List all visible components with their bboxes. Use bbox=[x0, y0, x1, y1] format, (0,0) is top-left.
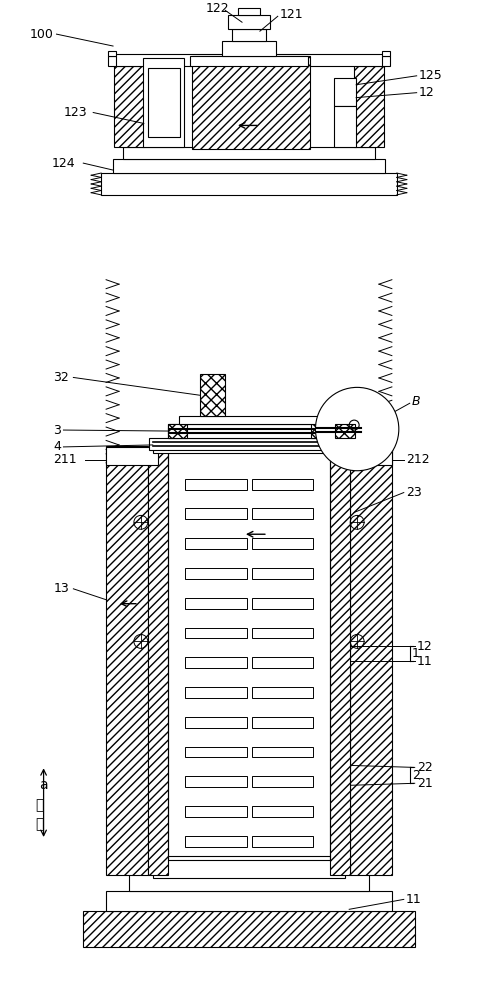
Bar bbox=[168, 424, 330, 438]
Bar bbox=[101, 173, 397, 195]
Bar bbox=[186, 717, 247, 728]
Text: 4: 4 bbox=[53, 440, 61, 453]
Bar bbox=[335, 424, 355, 438]
Bar bbox=[168, 448, 330, 860]
Bar bbox=[252, 717, 313, 728]
Text: 125: 125 bbox=[419, 69, 443, 82]
Bar bbox=[153, 856, 345, 878]
Bar bbox=[186, 568, 247, 579]
Bar bbox=[129, 874, 369, 891]
Bar bbox=[191, 56, 307, 66]
Bar bbox=[252, 747, 313, 757]
Bar bbox=[186, 776, 247, 787]
Bar bbox=[108, 51, 116, 56]
Bar bbox=[252, 598, 313, 609]
Bar bbox=[252, 687, 313, 698]
Circle shape bbox=[315, 387, 399, 471]
Text: 3: 3 bbox=[53, 424, 61, 437]
Text: 211: 211 bbox=[53, 453, 77, 466]
Bar bbox=[252, 538, 313, 549]
Bar bbox=[149, 438, 349, 450]
Text: 11: 11 bbox=[417, 655, 433, 668]
Bar bbox=[334, 106, 356, 147]
Text: 23: 23 bbox=[406, 486, 422, 499]
Text: 1: 1 bbox=[412, 647, 420, 660]
Bar bbox=[186, 508, 247, 519]
Bar bbox=[330, 448, 350, 875]
Bar bbox=[186, 747, 247, 757]
Bar bbox=[232, 29, 266, 41]
Bar bbox=[148, 448, 168, 875]
Bar bbox=[186, 657, 247, 668]
Bar bbox=[252, 568, 313, 579]
Bar bbox=[153, 443, 345, 453]
Bar bbox=[114, 66, 144, 147]
Bar bbox=[252, 776, 313, 787]
Bar bbox=[186, 836, 247, 847]
Bar bbox=[200, 374, 225, 416]
Text: 100: 100 bbox=[30, 28, 53, 41]
Bar bbox=[113, 54, 385, 66]
Text: 12: 12 bbox=[419, 86, 435, 99]
Bar bbox=[186, 628, 247, 638]
Text: 121: 121 bbox=[280, 8, 303, 21]
Bar bbox=[106, 446, 148, 875]
Bar bbox=[354, 66, 384, 147]
Text: 212: 212 bbox=[406, 453, 429, 466]
Bar bbox=[186, 598, 247, 609]
Bar bbox=[340, 447, 392, 465]
Bar bbox=[252, 806, 313, 817]
Bar bbox=[106, 447, 158, 465]
Bar bbox=[186, 479, 247, 490]
Bar bbox=[382, 56, 390, 66]
Bar bbox=[106, 891, 392, 911]
Bar bbox=[179, 416, 319, 424]
Text: 12: 12 bbox=[417, 640, 433, 653]
Text: 22: 22 bbox=[417, 761, 433, 774]
Text: 21: 21 bbox=[417, 777, 433, 790]
Bar bbox=[193, 56, 309, 149]
Text: 124: 124 bbox=[51, 157, 75, 170]
Bar bbox=[148, 68, 180, 137]
Text: 2: 2 bbox=[412, 769, 420, 782]
Bar bbox=[113, 159, 385, 173]
Bar bbox=[252, 508, 313, 519]
Bar bbox=[252, 657, 313, 668]
Bar bbox=[382, 51, 390, 56]
Bar bbox=[186, 806, 247, 817]
Bar bbox=[168, 424, 188, 438]
Text: 122: 122 bbox=[205, 2, 229, 15]
Bar bbox=[252, 836, 313, 847]
Bar bbox=[310, 424, 330, 438]
Text: 11: 11 bbox=[406, 893, 422, 906]
Text: 123: 123 bbox=[63, 106, 87, 119]
Text: 方: 方 bbox=[36, 798, 44, 812]
Bar bbox=[252, 628, 313, 638]
Text: 13: 13 bbox=[53, 582, 69, 595]
Bar bbox=[222, 41, 276, 56]
Text: B: B bbox=[412, 395, 420, 408]
Text: 向: 向 bbox=[36, 817, 44, 831]
Bar bbox=[350, 446, 392, 875]
Bar bbox=[228, 15, 270, 29]
Bar bbox=[334, 78, 356, 106]
Text: a: a bbox=[39, 778, 48, 792]
Text: 32: 32 bbox=[53, 371, 69, 384]
Bar bbox=[186, 687, 247, 698]
Bar bbox=[186, 538, 247, 549]
Bar bbox=[83, 911, 415, 947]
Bar bbox=[143, 58, 185, 147]
Bar bbox=[108, 56, 116, 66]
Bar bbox=[123, 147, 375, 159]
Bar bbox=[238, 8, 260, 15]
Bar bbox=[252, 479, 313, 490]
